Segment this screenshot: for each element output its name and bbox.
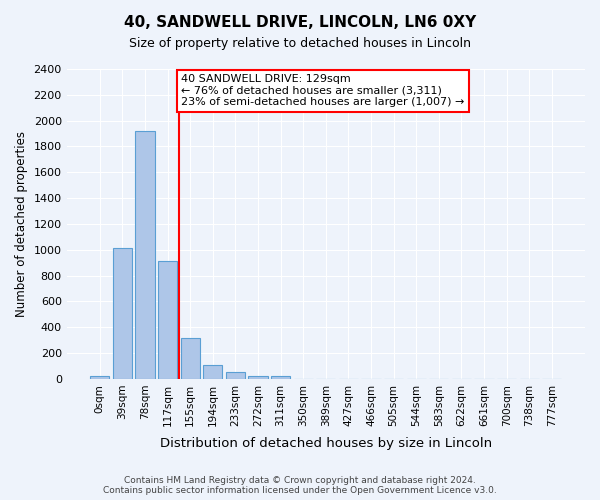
Bar	[158, 262, 177, 379]
Bar	[203, 364, 223, 379]
Text: 40, SANDWELL DRIVE, LINCOLN, LN6 0XY: 40, SANDWELL DRIVE, LINCOLN, LN6 0XY	[124, 15, 476, 30]
Bar	[248, 376, 268, 379]
Text: Contains HM Land Registry data © Crown copyright and database right 2024.
Contai: Contains HM Land Registry data © Crown c…	[103, 476, 497, 495]
Bar	[271, 376, 290, 379]
Bar	[136, 131, 155, 379]
Bar	[90, 376, 109, 379]
Bar	[113, 248, 132, 379]
Text: 40 SANDWELL DRIVE: 129sqm
← 76% of detached houses are smaller (3,311)
23% of se: 40 SANDWELL DRIVE: 129sqm ← 76% of detac…	[181, 74, 464, 108]
Text: Size of property relative to detached houses in Lincoln: Size of property relative to detached ho…	[129, 38, 471, 51]
Y-axis label: Number of detached properties: Number of detached properties	[15, 131, 28, 317]
Bar	[181, 338, 200, 379]
X-axis label: Distribution of detached houses by size in Lincoln: Distribution of detached houses by size …	[160, 437, 492, 450]
Bar	[226, 372, 245, 379]
